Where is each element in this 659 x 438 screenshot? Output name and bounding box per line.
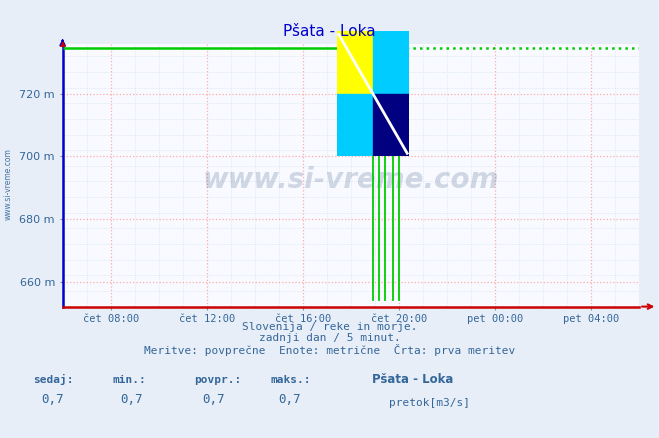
Text: Meritve: povprečne  Enote: metrične  Črta: prva meritev: Meritve: povprečne Enote: metrične Črta:… bbox=[144, 344, 515, 356]
Text: 0,7: 0,7 bbox=[278, 393, 301, 406]
Text: www.si-vreme.com: www.si-vreme.com bbox=[203, 166, 499, 194]
Text: 0,7: 0,7 bbox=[120, 393, 142, 406]
Text: Slovenija / reke in morje.: Slovenija / reke in morje. bbox=[242, 322, 417, 332]
Text: 0,7: 0,7 bbox=[202, 393, 225, 406]
Text: zadnji dan / 5 minut.: zadnji dan / 5 minut. bbox=[258, 333, 401, 343]
Text: Pšata - Loka: Pšata - Loka bbox=[372, 373, 453, 386]
Text: pretok[m3/s]: pretok[m3/s] bbox=[389, 398, 470, 408]
Bar bbox=[373, 94, 409, 156]
Bar bbox=[337, 31, 373, 94]
Text: povpr.:: povpr.: bbox=[194, 375, 242, 385]
Bar bbox=[337, 94, 373, 156]
Text: www.si-vreme.com: www.si-vreme.com bbox=[3, 148, 13, 220]
Text: 0,7: 0,7 bbox=[41, 393, 63, 406]
Bar bbox=[373, 31, 409, 94]
Text: Pšata - Loka: Pšata - Loka bbox=[283, 24, 376, 39]
Text: sedaj:: sedaj: bbox=[33, 374, 73, 385]
Text: min.:: min.: bbox=[112, 375, 146, 385]
Text: maks.:: maks.: bbox=[270, 375, 310, 385]
